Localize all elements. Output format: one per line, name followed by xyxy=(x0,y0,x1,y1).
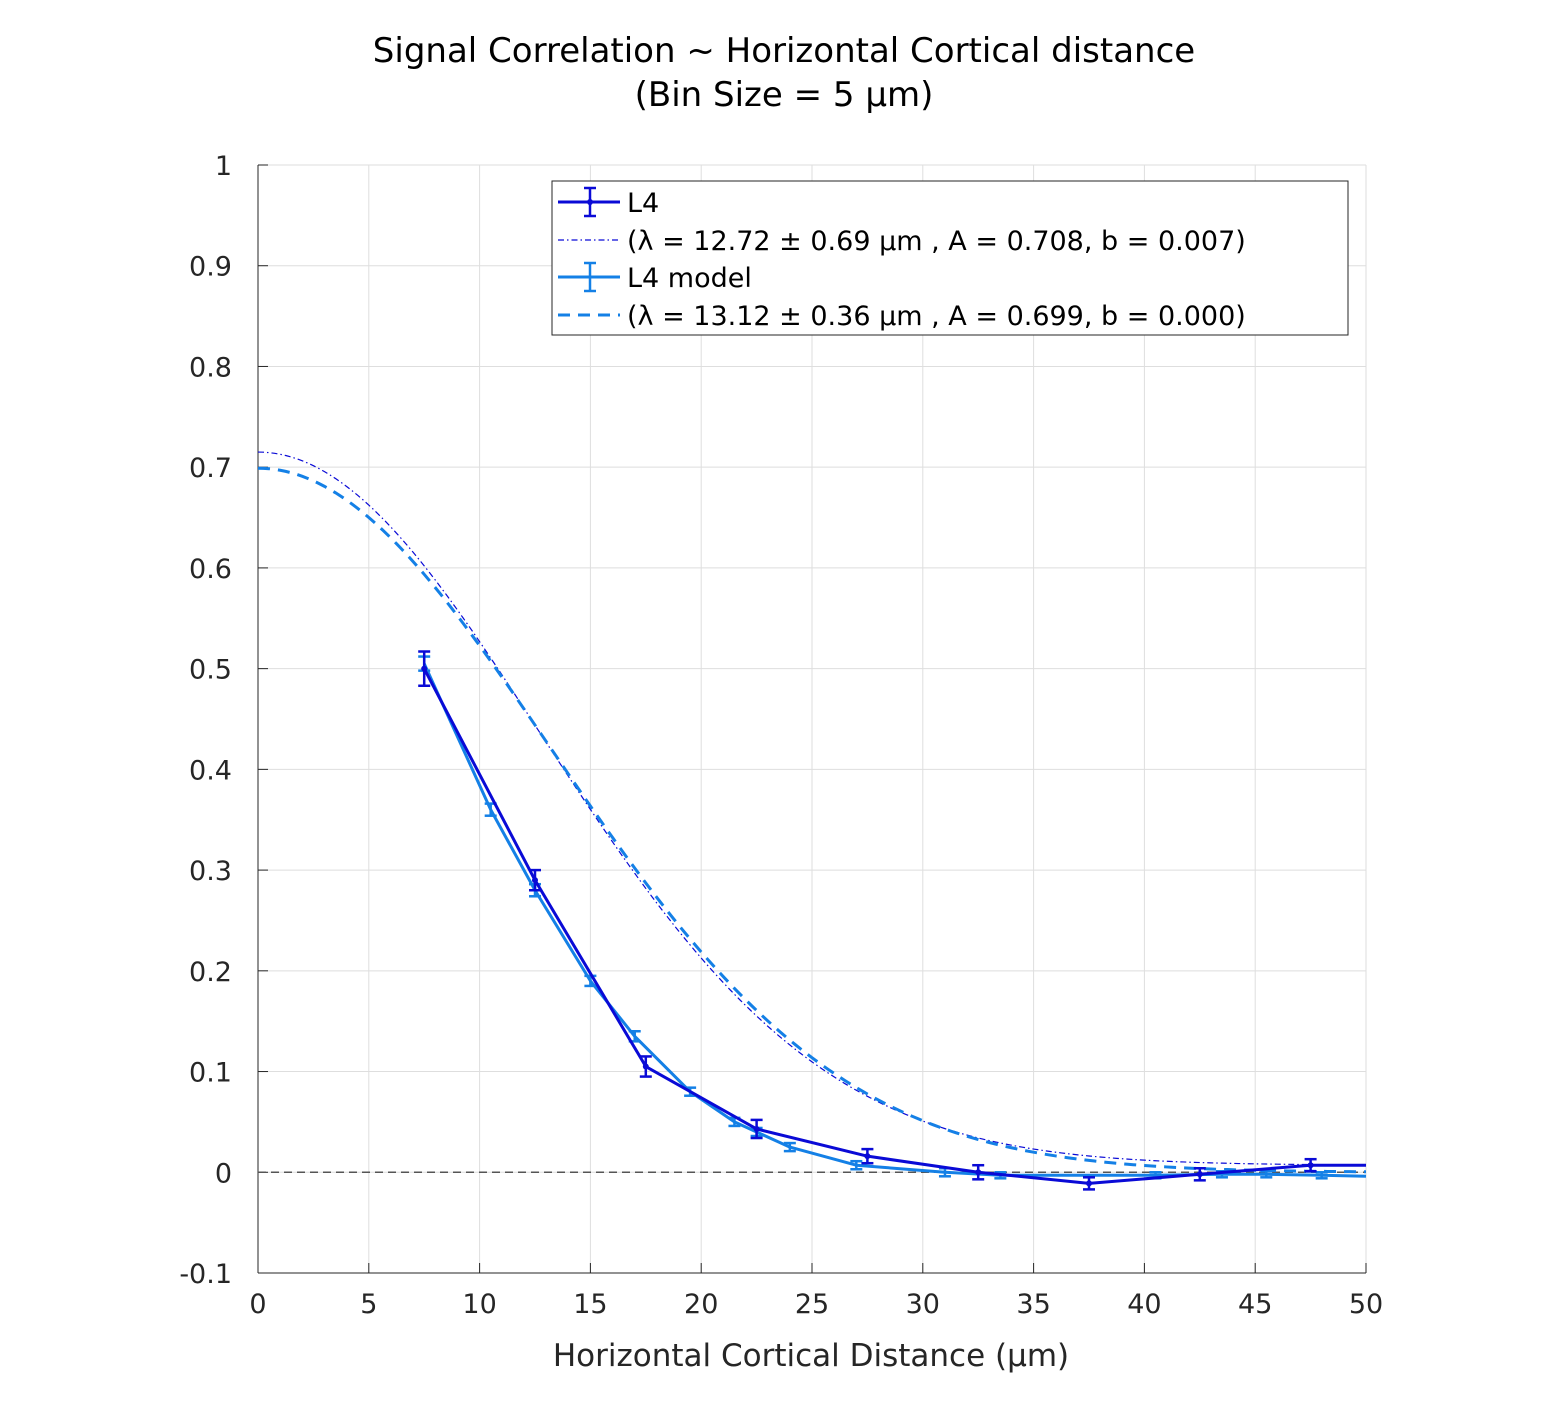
y-tick-label: -0.1 xyxy=(179,1259,232,1290)
y-tick-label: 1 xyxy=(215,151,232,182)
chart-title-line2: (Bin Size = 5 μm) xyxy=(635,75,934,115)
l4-data-point xyxy=(642,1063,649,1070)
l4-data-point xyxy=(864,1153,871,1160)
x-tick-label: 35 xyxy=(1016,1289,1050,1320)
axes xyxy=(257,164,1367,1274)
y-tick-label: 0.4 xyxy=(189,755,232,786)
legend-entry-l4-model-fit: (λ = 13.12 ± 0.36 μm , A = 0.699, b = 0.… xyxy=(558,301,1246,332)
l4-model-fit-curve xyxy=(257,466,1367,1174)
legend-label: L4 model xyxy=(627,263,752,294)
chart-title-line1: Signal Correlation ~ Horizontal Cortical… xyxy=(373,31,1195,71)
l4-data-point xyxy=(532,877,538,884)
legend-entry-l4-model: L4 model xyxy=(558,261,752,294)
x-tick-label: 40 xyxy=(1127,1289,1161,1320)
legend-label: (λ = 13.12 ± 0.36 μm , A = 0.699, b = 0.… xyxy=(627,301,1246,332)
legend-label: (λ = 12.72 ± 0.69 μm , A = 0.708, b = 0.… xyxy=(627,226,1246,257)
x-tick-label: 10 xyxy=(462,1289,496,1320)
l4-data-point xyxy=(421,665,428,672)
x-tick-label: 15 xyxy=(573,1289,607,1320)
legend-marker xyxy=(587,199,593,205)
y-tick-label: 0.9 xyxy=(189,252,232,283)
l4-data-point xyxy=(1086,1180,1092,1187)
l4-data-point xyxy=(1307,1162,1314,1169)
y-tick-label: 0 xyxy=(215,1158,232,1189)
x-tick-label: 25 xyxy=(795,1289,829,1320)
y-tick-label: 0.6 xyxy=(189,554,232,585)
legend-box xyxy=(551,180,1349,336)
l4-fit-curve xyxy=(257,451,1367,1166)
legend-label: L4 xyxy=(627,188,659,219)
l4-series-line xyxy=(422,667,1366,1185)
y-tick-label: 0.1 xyxy=(189,1058,232,1089)
legend: L4 (λ = 12.72 ± 0.69 μm , A = 0.708, b = … xyxy=(551,180,1349,336)
x-tick-label: 45 xyxy=(1238,1289,1272,1320)
legend-entry-l4-fit: (λ = 12.72 ± 0.69 μm , A = 0.708, b = 0.… xyxy=(558,226,1246,257)
x-tick-label: 5 xyxy=(360,1289,377,1320)
x-tick-label: 50 xyxy=(1349,1289,1383,1320)
y-tick-label: 0.8 xyxy=(189,352,232,383)
plot-area xyxy=(257,451,1367,1191)
y-tick-label: 0.7 xyxy=(189,453,232,484)
tick-labels: 0 5 10 15 20 25 30 35 40 45 50 -0.1 0 0.1 0.2 0.3 0.4 0.5… xyxy=(179,151,1383,1320)
legend-entry-l4: L4 xyxy=(558,186,659,219)
y-tick-label: 0.2 xyxy=(189,957,232,988)
l4-data-point xyxy=(1196,1171,1203,1178)
l4-data-point xyxy=(753,1125,760,1132)
x-axis-label: Horizontal Cortical Distance (μm) xyxy=(553,1338,1069,1374)
x-tick-label: 30 xyxy=(906,1289,940,1320)
x-tick-label: 0 xyxy=(249,1289,266,1320)
l4-data-point xyxy=(975,1169,982,1176)
y-tick-label: 0.3 xyxy=(189,856,232,887)
x-tick-label: 20 xyxy=(684,1289,718,1320)
y-tick-label: 0.5 xyxy=(189,655,232,686)
